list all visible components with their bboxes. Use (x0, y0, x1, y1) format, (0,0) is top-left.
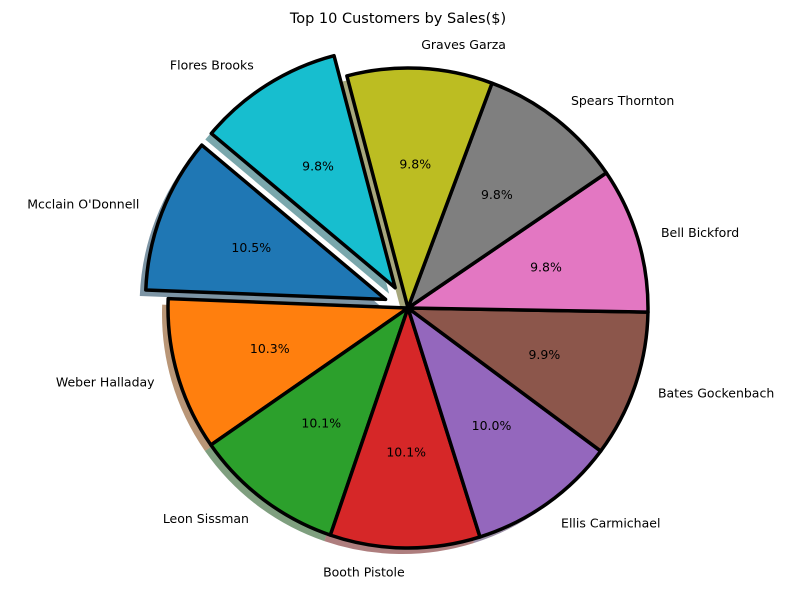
slice-weber-halladay (166, 296, 410, 447)
slice-booth-pistole (328, 306, 482, 550)
slice-flores-brooks (209, 53, 397, 290)
percent-label-spears-thornton: 9.8% (481, 187, 513, 202)
slice-bates-gockenbach (406, 306, 650, 453)
category-label-spears-thornton: Spears Thornton (571, 93, 674, 108)
percent-label-bates-gockenbach: 9.9% (528, 347, 560, 362)
percent-label-leon-sissman: 10.1% (301, 415, 341, 430)
chart-title: Top 10 Customers by Sales($) (289, 11, 506, 27)
percent-label-graves-garza: 9.8% (399, 157, 431, 172)
percent-label-flores-brooks: 9.8% (302, 159, 334, 174)
slice-mcclain-o-donnell (144, 143, 388, 302)
category-labels: Mcclain O'Donnell Weber Halladay Leon Siss… (27, 37, 774, 580)
percent-label-bell-bickford: 9.8% (530, 259, 562, 274)
category-label-mcclain-o-donnell: Mcclain O'Donnell (27, 197, 139, 212)
slice-graves-garza (345, 66, 494, 310)
category-label-weber-halladay: Weber Halladay (56, 375, 155, 390)
slice-bell-bickford (406, 171, 650, 314)
percent-label-mcclain-o-donnell: 10.5% (231, 240, 271, 255)
category-label-ellis-carmichael: Ellis Carmichael (561, 516, 660, 531)
category-label-bell-bickford: Bell Bickford (661, 225, 739, 240)
percent-label-booth-pistole: 10.1% (386, 444, 426, 459)
category-label-bates-gockenbach: Bates Gockenbach (658, 385, 774, 400)
slice-leon-sissman (209, 306, 410, 537)
category-label-booth-pistole: Booth Pistole (323, 564, 405, 579)
percent-label-weber-halladay: 10.3% (250, 341, 290, 356)
category-label-flores-brooks: Flores Brooks (170, 57, 254, 72)
percent-labels: 10.5% 10.3% 10.1% 10.1% 10.0% 9.9% 9.8% 9.8% 9.8… (231, 157, 562, 460)
slices (144, 53, 650, 550)
category-label-leon-sissman: Leon Sissman (163, 511, 249, 526)
category-label-graves-garza: Graves Garza (421, 37, 506, 52)
slice-spears-thornton (406, 81, 609, 310)
slice-ellis-carmichael (406, 306, 603, 539)
percent-label-ellis-carmichael: 10.0% (472, 418, 512, 433)
